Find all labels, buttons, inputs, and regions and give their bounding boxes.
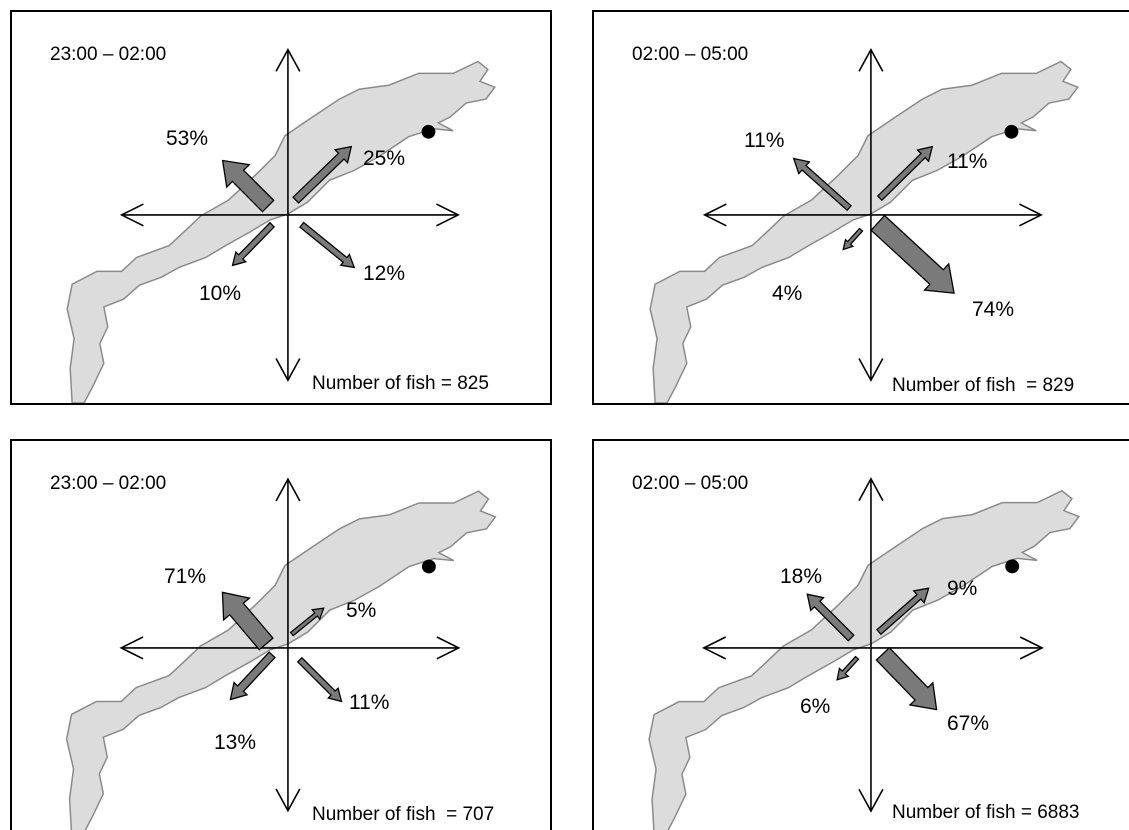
panel-2-pct-sw: 4% <box>772 282 803 305</box>
movement-arrow-ne-icon <box>292 145 353 204</box>
arrowhead-down-icon <box>275 358 301 382</box>
movement-arrow-se-icon <box>875 646 938 711</box>
panel-2-time-period: 02:00 – 05:00 <box>632 44 749 65</box>
panel-2-pct-ne: 11% <box>947 150 988 173</box>
panel-4-pct-ne: 9% <box>947 577 978 600</box>
arrowhead-left-icon <box>702 203 727 227</box>
site-dot-icon <box>1005 559 1020 574</box>
lake-outline <box>648 489 1081 830</box>
arrowhead-up-icon <box>275 47 301 72</box>
site-dot-icon <box>421 124 436 139</box>
compass-axes <box>702 47 1043 382</box>
panel-3-graphic <box>65 477 497 830</box>
lake-outline <box>66 60 496 403</box>
movement-arrow-sw-icon <box>231 221 276 267</box>
compass-axes <box>119 47 460 382</box>
movement-arrow-se-icon <box>870 214 955 294</box>
arrowhead-right-icon <box>1019 203 1043 227</box>
movement-arrow-se-icon <box>298 221 356 269</box>
panel-2-pct-nw: 11% <box>744 129 785 152</box>
arrowhead-down-icon <box>858 358 884 382</box>
panel-2: 02:00 – 05:00 11% 11% 4% 74% Number of f… <box>592 10 1129 405</box>
arrowhead-up-icon <box>858 477 884 502</box>
movement-arrow-sw-icon <box>842 227 864 251</box>
panel-4-graphic <box>648 477 1081 830</box>
panel-2-fish-count: Number of fish = 829 <box>892 375 1075 396</box>
movement-arrow-nw-icon <box>792 157 853 212</box>
movement-arrow-nw-icon <box>806 593 855 642</box>
arrowhead-up-icon <box>858 47 884 72</box>
movement-arrow-nw-icon <box>221 591 274 651</box>
compass-axes <box>702 477 1044 813</box>
panel-2-pct-se: 74% <box>972 298 1015 321</box>
compass-axes <box>119 477 461 813</box>
panel-1-pct-se: 12% <box>363 262 406 285</box>
arrowhead-left-icon <box>702 636 727 660</box>
lake-outline <box>649 60 1079 403</box>
movement-arrow-ne-icon <box>876 587 930 636</box>
arrowhead-left-icon <box>119 636 144 660</box>
panel-3-pct-nw: 71% <box>164 565 207 588</box>
panel-3-time-period: 23:00 – 02:00 <box>50 473 167 494</box>
panel-4-pct-nw: 18% <box>780 565 823 588</box>
panel-3-pct-sw: 13% <box>214 731 257 754</box>
panel-1-pct-nw: 53% <box>166 127 209 150</box>
panel-1-pct-ne: 25% <box>363 147 406 170</box>
panel-4-fish-count: Number of fish = 6883 <box>892 802 1080 823</box>
site-dot-icon <box>421 559 436 574</box>
arrowhead-down-icon <box>858 788 884 813</box>
arrowhead-down-icon <box>275 788 301 813</box>
movement-arrow-se-icon <box>296 656 343 703</box>
panel-4-time-period: 02:00 – 05:00 <box>632 473 749 494</box>
panel-3-fish-count: Number of fish = 707 <box>312 804 495 825</box>
panel-1: 23:00 – 02:00 53% 25% 10% 12% Number of … <box>10 10 552 405</box>
lake-outline <box>65 490 497 830</box>
panel-3-pct-se: 11% <box>349 691 390 714</box>
movement-arrow-nw-icon <box>221 159 275 213</box>
panel-1-fish-count: Number of fish = 825 <box>312 373 489 394</box>
panel-3: 23:00 – 02:00 71% 5% 13% 11% Number of f… <box>10 439 552 830</box>
panel-4-pct-sw: 6% <box>800 695 831 718</box>
arrowhead-right-icon <box>1019 636 1044 660</box>
movement-arrow-sw-icon <box>229 651 276 701</box>
arrowhead-up-icon <box>275 477 301 502</box>
panel-1-pct-sw: 10% <box>199 282 242 305</box>
panel-1-time-period: 23:00 – 02:00 <box>50 44 167 65</box>
movement-arrow-ne-icon <box>876 145 934 202</box>
panel-4: 02:00 – 05:00 18% 9% 6% 67% Number of fi… <box>592 439 1129 830</box>
movement-arrow-ne-icon <box>289 607 325 637</box>
panel-4-pct-se: 67% <box>947 712 990 735</box>
site-dot-icon <box>1004 124 1019 139</box>
movement-arrow-sw-icon <box>836 655 860 681</box>
arrowhead-right-icon <box>436 203 460 227</box>
panel-2-graphic <box>649 47 1079 403</box>
panel-1-graphic <box>66 47 496 403</box>
panel-3-pct-ne: 5% <box>346 599 377 622</box>
arrowhead-right-icon <box>436 636 461 660</box>
arrowhead-left-icon <box>119 203 144 227</box>
